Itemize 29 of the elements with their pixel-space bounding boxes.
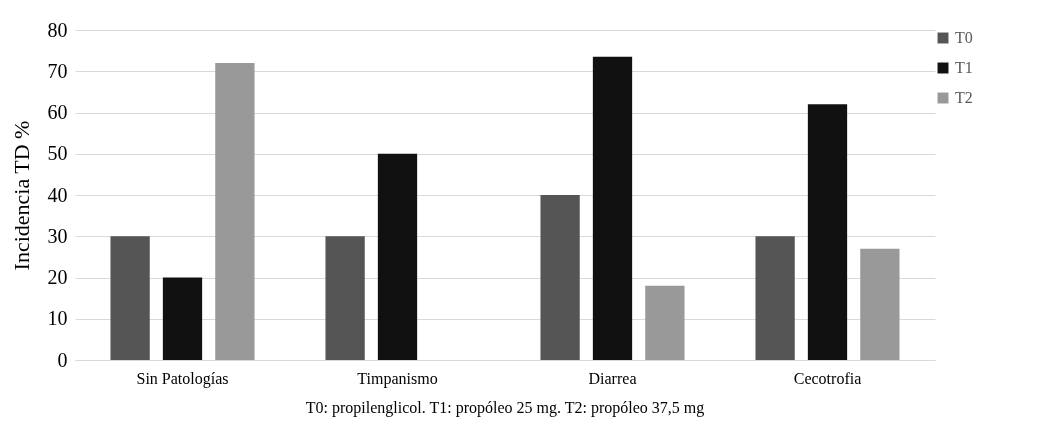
- x-tick-label: Sin Patologías: [136, 369, 229, 388]
- bar: [540, 195, 580, 360]
- y-tick-label: 50: [47, 142, 68, 165]
- legend-label: T0: [955, 29, 973, 46]
- bar: [162, 277, 203, 360]
- legend-label: T1: [955, 59, 973, 76]
- y-tick-label: 30: [47, 224, 68, 247]
- y-axis-title: Incidencia TD %: [8, 120, 34, 271]
- bar: [377, 153, 418, 360]
- y-tick-label: 40: [47, 183, 68, 206]
- bar: [325, 236, 365, 360]
- y-tick-label: 20: [47, 266, 68, 288]
- bar: [645, 285, 685, 360]
- y-tick-label: 60: [47, 101, 68, 123]
- bar: [215, 63, 255, 360]
- y-tick-label: 0: [57, 348, 68, 371]
- x-tick-label: Diarrea: [588, 369, 637, 387]
- bar: [755, 236, 795, 360]
- x-tick-label: Timpanismo: [357, 369, 438, 388]
- bar: [110, 236, 150, 360]
- x-tick-label: Cecotrofia: [793, 369, 862, 387]
- bar: [807, 104, 848, 360]
- legend-label: T2: [955, 89, 973, 106]
- y-tick-label: 10: [47, 307, 68, 330]
- y-tick-label: 70: [47, 59, 68, 82]
- y-tick-label: 80: [47, 18, 68, 41]
- bar: [860, 248, 900, 360]
- text: T0: propilenglicol. T1: propóleo 25 mg. T2: propóleo 37,5 mg: [305, 399, 705, 417]
- bar: [592, 56, 633, 360]
